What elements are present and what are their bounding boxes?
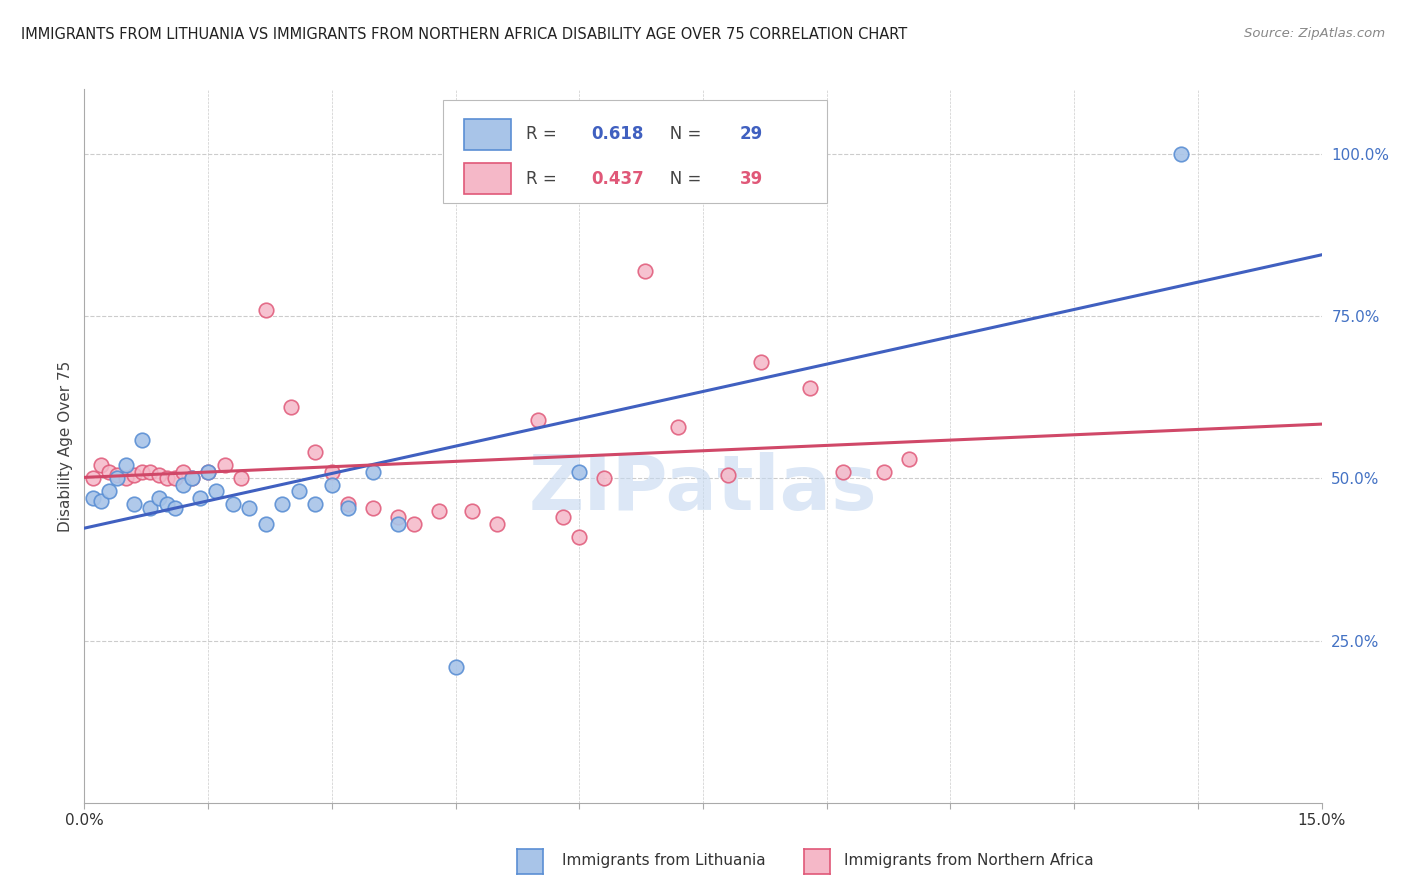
Text: 39: 39: [740, 169, 763, 187]
Point: [172, 465, 194, 479]
Y-axis label: Disability Age Over 75: Disability Age Over 75: [58, 360, 73, 532]
Point: [139, 500, 162, 515]
Point: [387, 510, 409, 524]
Point: [105, 471, 128, 485]
Point: [304, 445, 326, 459]
Text: R =: R =: [526, 169, 567, 187]
Point: [444, 659, 467, 673]
Point: [337, 497, 360, 511]
Point: [82, 491, 104, 505]
Point: [98, 465, 121, 479]
Point: [254, 516, 277, 531]
Point: [254, 302, 277, 317]
Point: [238, 500, 260, 515]
Point: [634, 264, 657, 278]
Text: IMMIGRANTS FROM LITHUANIA VS IMMIGRANTS FROM NORTHERN AFRICA DISABILITY AGE OVER: IMMIGRANTS FROM LITHUANIA VS IMMIGRANTS …: [21, 27, 907, 42]
Point: [551, 510, 574, 524]
Point: [321, 465, 343, 479]
Point: [387, 516, 409, 531]
Point: [288, 484, 311, 499]
Point: [180, 471, 202, 485]
Point: [214, 458, 236, 473]
Point: [832, 465, 855, 479]
Point: [1170, 147, 1192, 161]
Point: [98, 484, 121, 499]
Point: [156, 471, 179, 485]
Text: 0.618: 0.618: [592, 125, 644, 144]
Point: [321, 478, 343, 492]
Point: [82, 471, 104, 485]
Point: [361, 465, 384, 479]
Point: [197, 465, 219, 479]
Point: [165, 500, 187, 515]
FancyBboxPatch shape: [443, 100, 827, 203]
Point: [568, 465, 591, 479]
Point: [165, 471, 187, 485]
Point: [527, 413, 550, 427]
FancyBboxPatch shape: [464, 119, 512, 150]
Point: [427, 504, 450, 518]
Text: Immigrants from Lithuania: Immigrants from Lithuania: [562, 854, 766, 868]
Text: ZIPatlas: ZIPatlas: [529, 452, 877, 525]
Point: [90, 458, 112, 473]
Text: 0.437: 0.437: [592, 169, 644, 187]
FancyBboxPatch shape: [464, 163, 512, 194]
Text: Source: ZipAtlas.com: Source: ZipAtlas.com: [1244, 27, 1385, 40]
Point: [180, 471, 202, 485]
Point: [156, 497, 179, 511]
Point: [404, 516, 426, 531]
Text: 29: 29: [740, 125, 763, 144]
Point: [148, 491, 170, 505]
Point: [122, 497, 145, 511]
Point: [105, 468, 128, 483]
Point: [461, 504, 484, 518]
Point: [90, 494, 112, 508]
Point: [361, 500, 384, 515]
Point: [188, 491, 211, 505]
Point: [873, 465, 896, 479]
Point: [799, 381, 821, 395]
Point: [114, 458, 136, 473]
Point: [222, 497, 245, 511]
Point: [205, 484, 228, 499]
Point: [229, 471, 252, 485]
Point: [666, 419, 689, 434]
Point: [197, 465, 219, 479]
Point: [304, 497, 326, 511]
Point: [280, 400, 302, 414]
Point: [749, 354, 772, 368]
Point: [172, 478, 194, 492]
Point: [717, 468, 740, 483]
Text: N =: N =: [654, 125, 706, 144]
Point: [898, 452, 921, 467]
Point: [568, 530, 591, 544]
Point: [114, 471, 136, 485]
Point: [148, 468, 170, 483]
Point: [139, 465, 162, 479]
Point: [271, 497, 294, 511]
Point: [122, 468, 145, 483]
Point: [131, 465, 153, 479]
Point: [485, 516, 508, 531]
Text: R =: R =: [526, 125, 567, 144]
Text: Immigrants from Northern Africa: Immigrants from Northern Africa: [844, 854, 1094, 868]
Point: [337, 500, 360, 515]
Point: [131, 433, 153, 447]
Point: [593, 471, 616, 485]
Text: N =: N =: [654, 169, 706, 187]
